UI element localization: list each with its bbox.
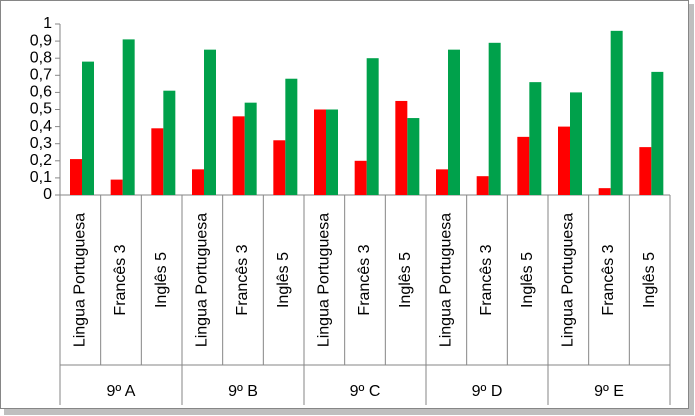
bar: [232, 116, 245, 195]
x-tick-label: Lingua Portuguesa: [194, 213, 211, 347]
bar: [192, 169, 204, 195]
y-tick-label: 0,7: [30, 67, 52, 84]
bar: [326, 109, 338, 195]
x-tick-label: Francês 3: [600, 244, 617, 315]
bar: [151, 128, 164, 195]
x-tick-label: Inglês 5: [641, 252, 658, 308]
x-tick-label: Lingua Portuguesa: [560, 213, 577, 347]
bar: [395, 100, 408, 195]
bar: [558, 126, 570, 195]
group-label: 9º C: [350, 383, 381, 400]
y-tick-label: 0,8: [30, 49, 52, 66]
bar: [314, 109, 326, 195]
bar: [70, 159, 82, 195]
bar: [204, 49, 216, 196]
x-tick-label: Francês 3: [478, 244, 495, 315]
bar: [517, 136, 530, 195]
y-tick-label: 0,6: [30, 84, 52, 101]
x-tick-label: Francês 3: [112, 244, 129, 315]
x-tick-label: Inglês 5: [519, 252, 536, 308]
y-tick-label: 0,5: [30, 101, 52, 118]
bar: [436, 169, 448, 195]
bar: [354, 160, 367, 195]
bar: [285, 78, 298, 195]
bar: [244, 102, 257, 195]
bar: [110, 179, 123, 195]
y-tick-label: 0,4: [30, 118, 52, 135]
bar: [651, 71, 664, 195]
bar: [448, 49, 460, 196]
bar: [82, 61, 94, 196]
group-label: 9º B: [228, 383, 258, 400]
group-label: 9º E: [594, 383, 624, 400]
y-tick-label: 0,9: [30, 32, 52, 49]
bar: [529, 82, 542, 195]
group-label: 9º D: [472, 383, 503, 400]
bar: [476, 176, 489, 195]
bar: [407, 118, 420, 195]
y-tick-label: 1: [43, 15, 52, 32]
y-tick-label: 0,1: [30, 169, 52, 186]
bar: [163, 90, 176, 195]
x-tick-label: Inglês 5: [397, 252, 414, 308]
x-tick-label: Inglês 5: [153, 252, 170, 308]
group-label: 9º A: [107, 383, 136, 400]
y-tick-label: 0,2: [30, 152, 52, 169]
x-tick-label: Lingua Portuguesa: [438, 213, 455, 347]
bar: [488, 42, 501, 196]
x-tick-label: Francês 3: [356, 244, 373, 315]
x-tick-label: Lingua Portuguesa: [72, 213, 89, 347]
y-tick-label: 0,3: [30, 135, 52, 152]
bar: [598, 188, 611, 195]
bar: [366, 58, 379, 196]
bar: [610, 30, 623, 196]
bar: [570, 92, 582, 195]
bar: [639, 147, 652, 195]
bar: [273, 140, 286, 195]
x-tick-label: Inglês 5: [275, 252, 292, 308]
y-tick-label: 0: [43, 186, 52, 203]
bar: [122, 39, 135, 195]
x-tick-label: Francês 3: [234, 244, 251, 315]
x-tick-label: Lingua Portuguesa: [316, 213, 333, 347]
